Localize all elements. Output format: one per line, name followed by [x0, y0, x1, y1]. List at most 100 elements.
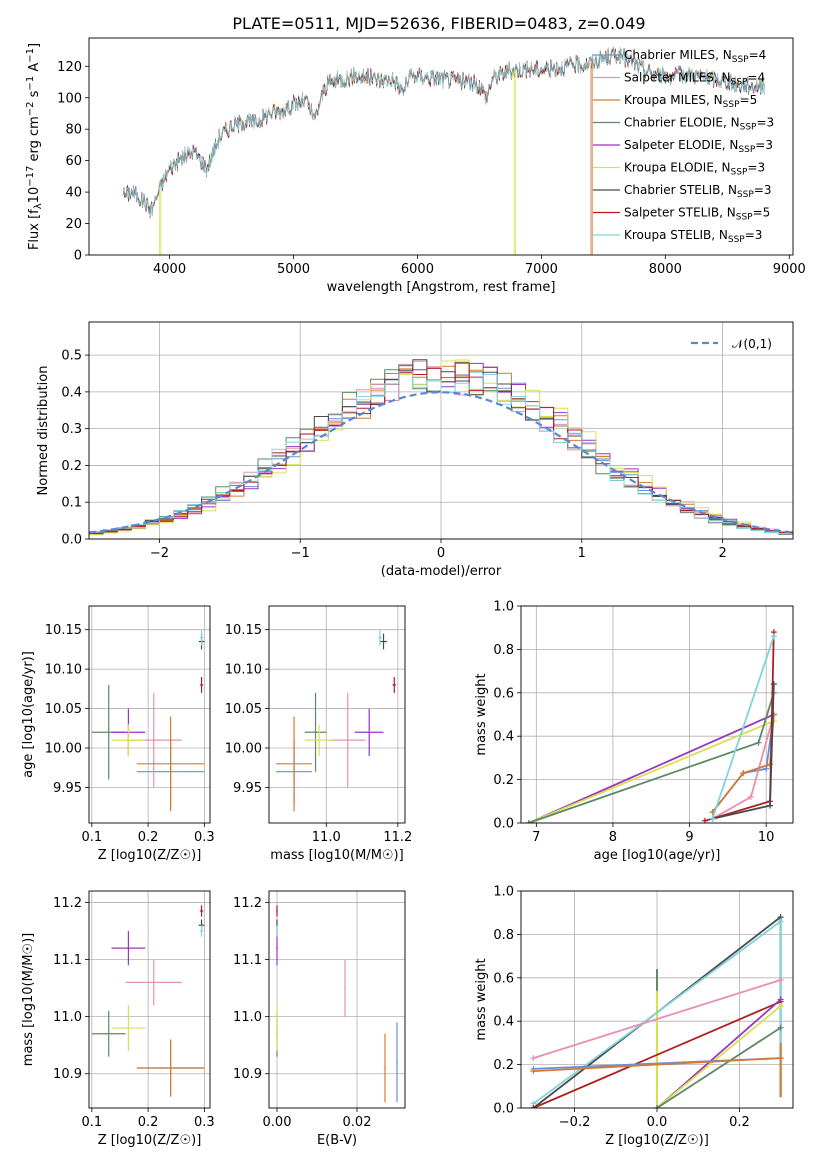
x-tick-label: 0.0	[647, 1115, 668, 1130]
y-tick-label: 0.8	[493, 928, 514, 943]
y-tick-label: 0.4	[61, 385, 82, 400]
x-axis-label: wavelength [Angstrom, rest frame]	[327, 280, 556, 295]
data-point	[379, 636, 381, 639]
axes-frame	[88, 321, 794, 540]
weight-lines	[525, 629, 777, 823]
weight-line	[712, 684, 775, 820]
x-axis-label: mass [log10(M/M☉)]	[270, 848, 403, 863]
y-tick-label: 10.00	[45, 742, 82, 757]
weight-vs-age-axes: 7 8 9 10 0.0 0.2 0.4 0.6 0.8 1.0 age [log10(age/yr…	[474, 600, 794, 863]
legend-entry: Chabrier MILES, NSSP=4	[624, 48, 766, 65]
y-tick-label: 11.0	[233, 1010, 262, 1025]
legend-sub: SSP	[737, 190, 754, 200]
y-tick-label: 0.1	[61, 496, 82, 511]
legend-sub: SSP	[723, 100, 740, 110]
y-tick-label: 0.3	[61, 422, 82, 437]
legend-name: Kroupa ELODIE, N	[624, 161, 731, 175]
axes-frame	[268, 605, 406, 824]
x-tick-label: −0.2	[559, 1115, 591, 1130]
weight-line	[711, 636, 775, 819]
x-tick-label: 0.1	[81, 830, 102, 845]
weight-line	[656, 1026, 782, 1108]
y-tick-label: 0.0	[493, 817, 514, 832]
data-point	[276, 1027, 278, 1029]
x-tick-label: 11.0	[312, 830, 341, 845]
y-axis-label: Flux [fλ10−17 erg cm−2 s−1 A−1]	[25, 43, 44, 250]
x-tick-label: 0	[437, 546, 445, 561]
y-tick-label: 0.4	[493, 1015, 514, 1030]
y-tick-label: 0.8	[493, 643, 514, 658]
histogram-group	[89, 359, 793, 536]
axes-frame	[88, 37, 794, 256]
x-tick-label: 11.2	[383, 830, 412, 845]
x-tick-label: 7	[532, 830, 540, 845]
data-point	[200, 636, 203, 639]
y-tick-label: 10.00	[225, 742, 262, 757]
y-tick-label: 10.15	[45, 623, 82, 638]
axes-frame	[268, 890, 406, 1109]
data-point	[127, 947, 130, 949]
y-tick-label: 0.2	[493, 1058, 514, 1073]
y-tick-label: 60	[65, 154, 82, 169]
legend-sub: SSP	[728, 235, 745, 245]
x-tick-label: 0.00	[263, 1115, 292, 1130]
data-point	[293, 763, 295, 765]
legend-count: =3	[747, 161, 765, 175]
y-label-part: Flux [f	[27, 209, 42, 250]
y-tick-label: 0.0	[61, 533, 82, 548]
y-tick-label: 10.15	[225, 623, 262, 638]
y-tick-label: 20	[65, 217, 82, 232]
y-tick-label: 11.2	[53, 896, 82, 911]
legend-entry: Kroupa ELODIE, NSSP=3	[624, 161, 765, 178]
axes-frame	[520, 605, 794, 824]
y-tick-label: 0.4	[493, 730, 514, 745]
legend-entry: Chabrier ELODIE, NSSP=3	[624, 116, 774, 133]
y-tick-label: 1.0	[493, 885, 514, 900]
y-tick-label: 0.2	[61, 459, 82, 474]
x-tick-label: 0.2	[729, 1115, 750, 1130]
normal-curve	[89, 391, 791, 534]
legend-sub: SSP	[736, 213, 753, 223]
y-axis-label: mass weight	[474, 673, 489, 755]
x-axis-label: (data-model)/error	[381, 564, 502, 579]
weight-point	[770, 681, 777, 688]
data-point	[152, 739, 155, 741]
x-tick-label: 9	[685, 830, 693, 845]
weight-point	[709, 815, 716, 822]
x-tick-label: 0.2	[138, 830, 159, 845]
spectrum-gap-drop	[159, 188, 162, 255]
x-tick-label: 8000	[649, 262, 682, 277]
legend-name: Chabrier MILES, N	[624, 48, 732, 62]
weight-line	[528, 713, 775, 823]
data-point	[127, 1027, 130, 1029]
legend-sub: SSP	[732, 55, 749, 65]
x-axis-label: Z [log10(Z/Z☉)]	[98, 848, 202, 863]
y-tick-label: 100	[57, 91, 82, 106]
weight-point	[770, 633, 777, 640]
legend-name: Salpeter MILES, N	[624, 71, 731, 85]
y-label-part: 10	[27, 187, 42, 204]
data-point	[368, 731, 371, 734]
spectrum-line	[122, 46, 765, 217]
y-tick-label: 0	[74, 249, 82, 264]
y-axis-label: age [log10(age/yr)]	[21, 651, 36, 778]
data-point	[276, 930, 278, 932]
weight-point	[530, 1055, 537, 1062]
spectrum-lines	[122, 45, 765, 255]
y-axis-label: mass [log10(M/M☉)]	[21, 933, 36, 1066]
axes-frame	[88, 890, 211, 1109]
legend-name: Chabrier STELIB, N	[624, 183, 737, 197]
legend-entry: Salpeter MILES, NSSP=4	[624, 71, 765, 88]
legend-sub: SSP	[738, 145, 755, 155]
weight-point	[767, 802, 774, 809]
weight-point	[763, 765, 770, 772]
data-point	[152, 981, 155, 984]
weight-point	[777, 918, 784, 925]
weight-line	[533, 979, 781, 1059]
y-label-part: −1	[25, 48, 36, 63]
y-tick-label: 10.10	[45, 663, 82, 678]
weight-line	[528, 692, 775, 823]
y-tick-label: 11.1	[53, 953, 82, 968]
y-tick-label: 11.1	[233, 953, 262, 968]
